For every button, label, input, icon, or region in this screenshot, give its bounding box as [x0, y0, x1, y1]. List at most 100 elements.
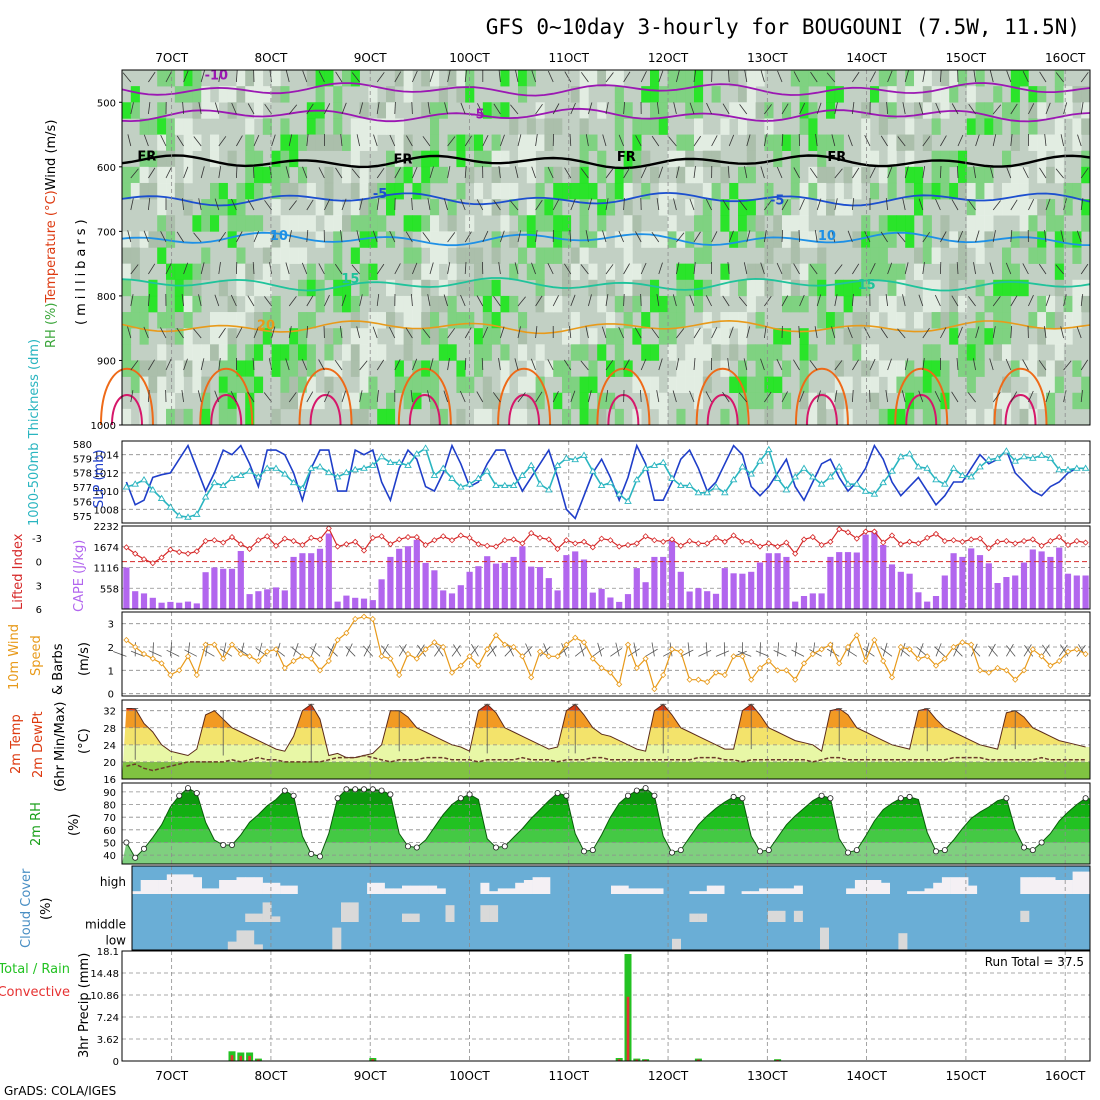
rh-cell [650, 166, 660, 184]
rh-cell [1002, 247, 1012, 264]
thickness-point [360, 464, 368, 471]
wind-barb [1044, 134, 1047, 147]
rh-cell [1054, 70, 1064, 87]
wind-barb [672, 390, 677, 403]
rh-cell [430, 150, 440, 168]
wind-barb [922, 166, 926, 179]
thickness-point [703, 488, 711, 496]
rh-tick-label: 40 [103, 851, 116, 862]
wind-speed-point [844, 643, 852, 651]
lifted-index-point [1064, 541, 1072, 549]
rh-cell [966, 182, 976, 200]
cape-bar [290, 556, 297, 609]
wind-tick-label: 3 [108, 620, 114, 631]
rh-cell [359, 182, 369, 200]
cape-bar [836, 552, 843, 609]
rh-cell [966, 199, 976, 216]
rh-cell [174, 360, 184, 377]
lifted-index-point [941, 537, 948, 545]
thickness-point [624, 497, 632, 504]
cloud-cell-high [689, 891, 699, 894]
rh-cell [940, 70, 950, 87]
rh-cell [553, 166, 563, 184]
rh-cell [1002, 344, 1012, 361]
wind-speed-point [941, 655, 948, 662]
wind-barb [570, 198, 576, 211]
rh-cell [658, 199, 668, 216]
rh-cell [447, 199, 457, 216]
wind-barb [288, 230, 292, 243]
cape-bar [1056, 547, 1063, 609]
wind-barb [781, 133, 784, 147]
wind-barb [728, 134, 735, 147]
wind-barb [834, 198, 838, 211]
thickness-tick-label: 576 [73, 497, 92, 508]
rh-cell [922, 279, 932, 297]
rh-cell [157, 215, 167, 232]
rh-cell [491, 102, 501, 119]
wind-barb [816, 102, 822, 115]
cape-bar [844, 552, 852, 609]
wind-barb [372, 230, 378, 243]
cloud-cell-high [271, 882, 281, 894]
rh-cell [166, 182, 176, 200]
wind-barb [640, 389, 642, 403]
rh-cell [905, 166, 915, 184]
rh-cell [359, 328, 369, 345]
wind-barb [535, 295, 543, 307]
wind-barb [902, 198, 906, 211]
cloud-cell-high [785, 888, 795, 894]
cape-bar [976, 555, 984, 609]
rh-cell [456, 360, 466, 377]
wind-barb [645, 648, 658, 657]
pressure-tick-label: 800 [97, 292, 116, 303]
rh-cell [949, 279, 959, 297]
wind-speed-point [880, 657, 887, 665]
rh-cell [861, 279, 871, 297]
rh-cell [623, 166, 633, 184]
cloud-cell-high [907, 891, 917, 894]
li-tick-label: 0 [36, 558, 42, 569]
wind-barb [165, 71, 172, 83]
cloud-cell-high [402, 885, 411, 894]
cloud-cell-high [489, 891, 499, 894]
lifted-index-point [915, 540, 922, 547]
wind-barb [992, 200, 1001, 211]
rh-cell [641, 150, 651, 168]
wind-barb [673, 102, 677, 115]
thickness-point [923, 464, 931, 471]
thickness-tick-label: 578 [73, 469, 92, 480]
rh-cell [958, 231, 968, 248]
wind-barb [810, 71, 818, 83]
wind-barb [405, 231, 413, 243]
wind-barb [318, 263, 325, 275]
rh-cell [403, 392, 413, 410]
wind-barb [957, 165, 959, 179]
wind-barb [623, 263, 630, 275]
wind-barb [640, 166, 647, 179]
lifted-index-point [360, 547, 368, 554]
wind-speed-point [536, 648, 544, 655]
rh-cell [562, 408, 572, 426]
rh-cell [834, 134, 844, 151]
rh-cell [386, 408, 396, 426]
rh-cell [975, 215, 985, 232]
rh-cell [535, 376, 545, 394]
lifted-index-point [1038, 542, 1045, 549]
rh-point [334, 795, 341, 802]
rh-cell [896, 360, 906, 377]
cloud-cell-high [227, 880, 237, 894]
rh-cell [614, 86, 624, 103]
rh-cell [922, 134, 932, 151]
wind-barb [1043, 326, 1047, 339]
rh-cell [685, 70, 695, 87]
rh-cell [254, 376, 264, 394]
rh-cell [614, 134, 624, 151]
rh-cell [790, 70, 800, 87]
rh-cell [975, 199, 985, 216]
wind-barb [814, 326, 818, 339]
rh-cell [1054, 150, 1064, 168]
rh-cell [949, 295, 959, 313]
wind-barb [809, 167, 818, 179]
rh-cell [1054, 360, 1064, 377]
